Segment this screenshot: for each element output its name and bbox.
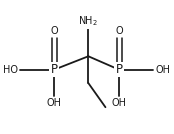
- Text: HO: HO: [3, 65, 18, 75]
- Text: NH$_2$: NH$_2$: [78, 14, 98, 28]
- Text: OH: OH: [47, 98, 62, 108]
- Text: O: O: [115, 26, 123, 36]
- Text: OH: OH: [155, 65, 170, 75]
- Text: OH: OH: [112, 98, 127, 108]
- Text: P: P: [51, 63, 58, 76]
- Text: O: O: [50, 26, 58, 36]
- Text: P: P: [116, 63, 123, 76]
